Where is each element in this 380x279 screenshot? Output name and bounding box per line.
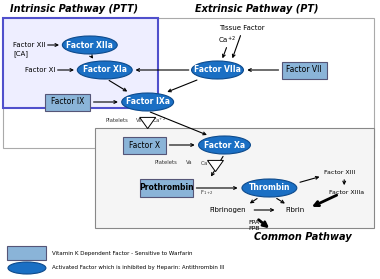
Text: Factor Xa: Factor Xa xyxy=(204,141,245,150)
Text: Factor XIa: Factor XIa xyxy=(83,66,127,74)
Ellipse shape xyxy=(242,179,297,197)
Text: Factor IX: Factor IX xyxy=(51,97,84,107)
Text: Factor XIIa: Factor XIIa xyxy=(66,40,113,49)
Text: Platelets: Platelets xyxy=(155,160,177,165)
Text: Activated Factor which is inhibited by Heparin: Antithrombin III: Activated Factor which is inhibited by H… xyxy=(52,266,224,271)
FancyBboxPatch shape xyxy=(45,93,90,110)
Text: Fibrin: Fibrin xyxy=(286,207,305,213)
Text: Factor VIIa: Factor VIIa xyxy=(194,66,241,74)
Text: [CA]: [CA] xyxy=(13,50,28,57)
Text: Thrombin: Thrombin xyxy=(249,184,290,193)
Text: Ca$^{+2}$: Ca$^{+2}$ xyxy=(218,34,236,46)
Text: Fibrinogen: Fibrinogen xyxy=(209,207,246,213)
Text: FPA: FPA xyxy=(249,220,260,225)
Text: Factor VII: Factor VII xyxy=(287,66,322,74)
Text: Ca$^{+2}$: Ca$^{+2}$ xyxy=(200,158,214,168)
Text: VIIIa: VIIIa xyxy=(136,117,147,122)
Text: Factor XIIIa: Factor XIIIa xyxy=(329,189,364,194)
FancyBboxPatch shape xyxy=(140,179,193,197)
Ellipse shape xyxy=(77,61,132,79)
Text: Prothrombin: Prothrombin xyxy=(139,184,194,193)
Text: Platelets: Platelets xyxy=(106,117,129,122)
Ellipse shape xyxy=(62,36,117,54)
Polygon shape xyxy=(140,117,156,129)
FancyBboxPatch shape xyxy=(3,18,158,108)
Ellipse shape xyxy=(198,136,250,154)
Text: Vitamin K Dependent Factor - Sensitive to Warfarin: Vitamin K Dependent Factor - Sensitive t… xyxy=(52,251,192,256)
Text: F$_{1+2}$: F$_{1+2}$ xyxy=(200,189,214,198)
Polygon shape xyxy=(207,160,223,172)
Text: FPB: FPB xyxy=(249,227,260,232)
FancyBboxPatch shape xyxy=(95,128,374,228)
Text: Va: Va xyxy=(185,160,192,165)
Text: Ca$^{+2}$: Ca$^{+2}$ xyxy=(152,115,166,125)
Text: Tissue Factor: Tissue Factor xyxy=(218,25,264,31)
Ellipse shape xyxy=(192,61,244,79)
Text: Factor XII: Factor XII xyxy=(13,42,45,48)
Ellipse shape xyxy=(122,93,174,111)
FancyBboxPatch shape xyxy=(123,136,166,153)
Text: Intrinsic Pathway (PTT): Intrinsic Pathway (PTT) xyxy=(10,4,138,14)
Text: Extrinsic Pathway (PT): Extrinsic Pathway (PT) xyxy=(195,4,318,14)
Ellipse shape xyxy=(8,262,46,274)
Text: Factor XIII: Factor XIII xyxy=(324,170,356,174)
Text: Common Pathway: Common Pathway xyxy=(255,232,352,242)
FancyBboxPatch shape xyxy=(8,246,46,259)
Text: Factor IXa: Factor IXa xyxy=(126,97,169,107)
Text: Factor X: Factor X xyxy=(129,141,160,150)
FancyBboxPatch shape xyxy=(282,61,327,78)
Text: Factor XI: Factor XI xyxy=(25,67,55,73)
